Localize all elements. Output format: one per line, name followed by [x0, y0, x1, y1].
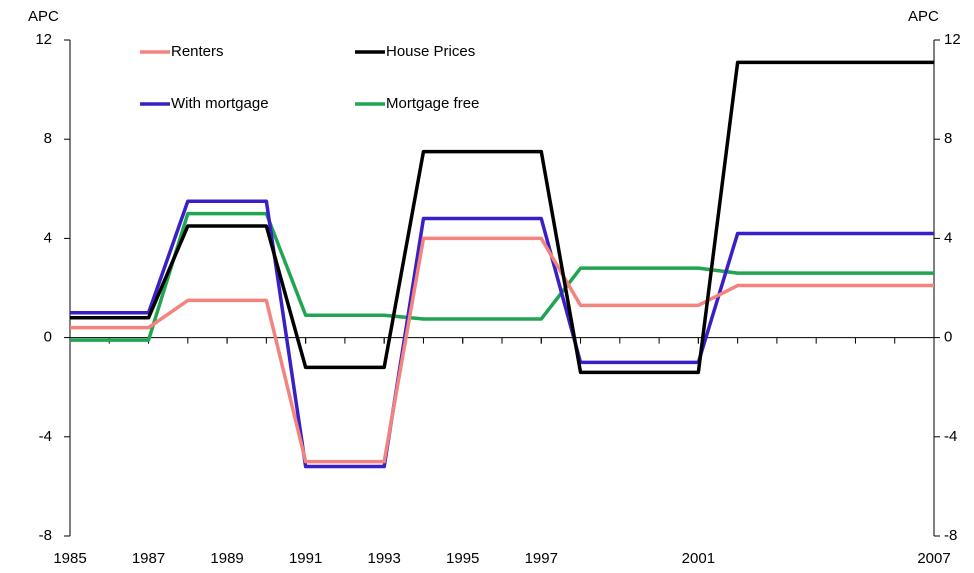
y-tick-label: 8 — [44, 130, 52, 147]
y-axis-label: APC — [28, 8, 59, 25]
y2-tick-label: 8 — [944, 130, 952, 147]
x-tick-label: 1993 — [367, 550, 400, 567]
legend-label: Mortgage free — [386, 95, 479, 112]
series-line — [70, 60, 934, 375]
y-tick-label: 4 — [44, 229, 52, 246]
y-tick-label: -4 — [39, 428, 52, 445]
y-tick-label: -8 — [39, 527, 52, 544]
legend-label: With mortgage — [171, 95, 269, 112]
x-tick-label: 1989 — [210, 550, 243, 567]
x-tick-label: 1985 — [53, 550, 86, 567]
y2-axis-label: APC — [908, 8, 939, 25]
x-tick-label: 1991 — [289, 550, 322, 567]
x-tick-label: 2001 — [682, 550, 715, 567]
y2-tick-label: 0 — [944, 329, 952, 346]
legend-label: House Prices — [386, 43, 475, 60]
y-tick-label: 12 — [35, 31, 52, 48]
legend-label: Renters — [171, 43, 224, 60]
y2-tick-label: 4 — [944, 229, 952, 246]
y2-tick-label: -8 — [944, 527, 957, 544]
series-line — [70, 199, 934, 469]
x-tick-label: 1987 — [132, 550, 165, 567]
x-tick-label: 1997 — [525, 550, 558, 567]
x-tick-label: 2007 — [917, 550, 950, 567]
series-line — [70, 211, 934, 342]
series-line — [70, 236, 934, 464]
y2-tick-label: -4 — [944, 428, 957, 445]
y-tick-label: 0 — [44, 329, 52, 346]
x-tick-label: 1995 — [446, 550, 479, 567]
y2-tick-label: 12 — [944, 31, 961, 48]
